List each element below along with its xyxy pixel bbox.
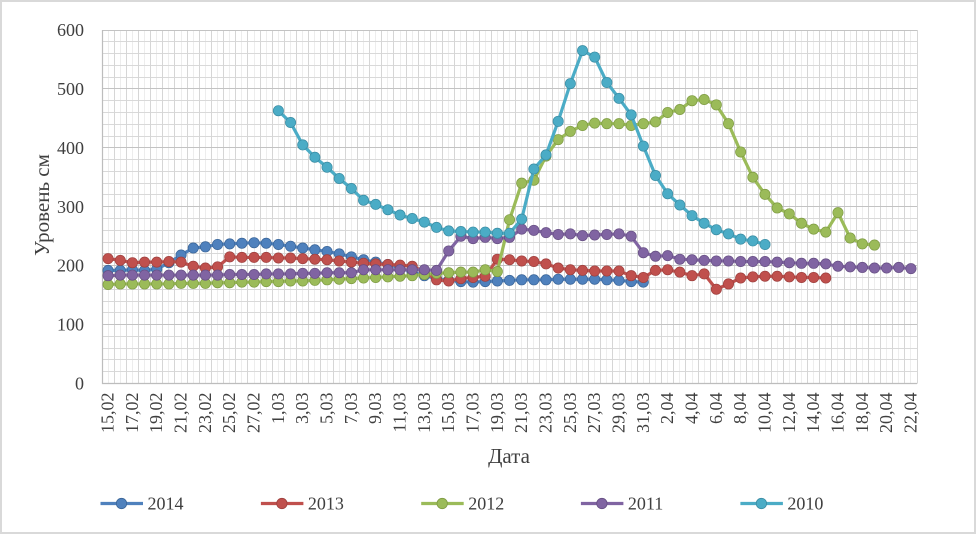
svg-text:2014: 2014 xyxy=(148,494,184,514)
svg-text:23,02: 23,02 xyxy=(195,393,215,434)
svg-text:14,04: 14,04 xyxy=(803,393,823,434)
svg-text:200: 200 xyxy=(57,256,84,276)
svg-text:29,03: 29,03 xyxy=(609,393,629,434)
svg-text:15,03: 15,03 xyxy=(438,393,458,434)
svg-text:10,04: 10,04 xyxy=(754,393,774,434)
svg-text:9,03: 9,03 xyxy=(365,393,385,425)
svg-text:19,02: 19,02 xyxy=(146,393,166,434)
svg-text:100: 100 xyxy=(57,315,84,335)
svg-text:7,03: 7,03 xyxy=(341,393,361,425)
svg-text:8,04: 8,04 xyxy=(730,393,750,425)
svg-text:2012: 2012 xyxy=(468,494,504,514)
svg-text:11,03: 11,03 xyxy=(390,393,410,433)
svg-text:13,03: 13,03 xyxy=(414,393,434,434)
svg-text:21,02: 21,02 xyxy=(171,393,191,434)
svg-text:17,03: 17,03 xyxy=(463,393,483,434)
svg-text:17,02: 17,02 xyxy=(122,393,142,434)
svg-text:300: 300 xyxy=(57,197,84,217)
svg-text:19,03: 19,03 xyxy=(487,393,507,434)
svg-text:3,03: 3,03 xyxy=(292,393,312,425)
svg-text:15,02: 15,02 xyxy=(98,393,118,434)
svg-text:12,04: 12,04 xyxy=(779,393,799,434)
svg-text:23,03: 23,03 xyxy=(536,393,556,434)
svg-text:2010: 2010 xyxy=(787,494,823,514)
svg-text:18,04: 18,04 xyxy=(852,393,872,434)
svg-text:600: 600 xyxy=(57,20,84,40)
svg-text:Уровень см: Уровень см xyxy=(30,154,54,256)
svg-text:1,03: 1,03 xyxy=(268,393,288,425)
svg-text:500: 500 xyxy=(57,79,84,99)
svg-text:22,04: 22,04 xyxy=(900,393,920,434)
svg-text:0: 0 xyxy=(75,374,84,394)
svg-text:Дата: Дата xyxy=(488,444,531,468)
svg-text:16,04: 16,04 xyxy=(827,393,847,434)
svg-text:27,03: 27,03 xyxy=(584,393,604,434)
svg-text:31,03: 31,03 xyxy=(633,393,653,434)
svg-text:4,04: 4,04 xyxy=(682,393,702,425)
svg-text:400: 400 xyxy=(57,138,84,158)
svg-text:25,02: 25,02 xyxy=(219,393,239,434)
svg-text:6,04: 6,04 xyxy=(706,393,726,425)
svg-text:27,02: 27,02 xyxy=(244,393,264,434)
svg-text:2011: 2011 xyxy=(628,494,663,514)
svg-text:2013: 2013 xyxy=(308,494,344,514)
svg-text:5,03: 5,03 xyxy=(317,393,337,425)
svg-text:21,03: 21,03 xyxy=(511,393,531,434)
svg-text:25,03: 25,03 xyxy=(560,393,580,434)
svg-text:2,04: 2,04 xyxy=(657,393,677,425)
svg-text:20,04: 20,04 xyxy=(876,393,896,434)
